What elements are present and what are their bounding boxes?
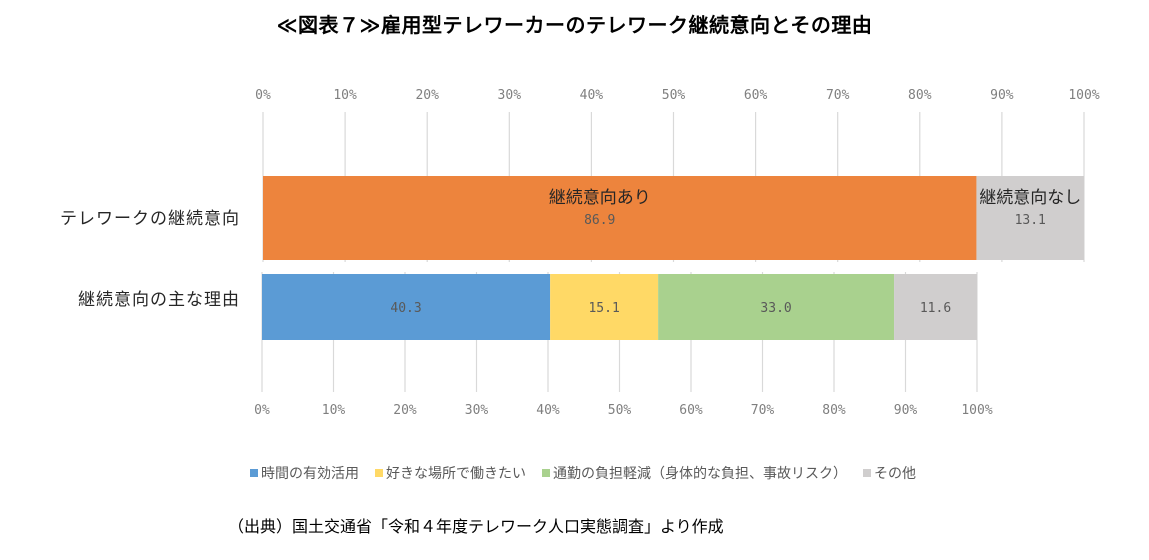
tick-label-bottom: 10% [322, 403, 346, 418]
segment-name-label: 継続意向あり [549, 188, 651, 208]
legend-label: 好きな場所で働きたい [386, 466, 526, 482]
data-label: 15.1 [588, 301, 619, 316]
legend-label: 時間の有効活用 [261, 466, 359, 482]
segment-name-label: 継続意向なし [979, 188, 1081, 208]
tick-label-top: 70% [826, 88, 850, 103]
legend-item: その他 [863, 463, 916, 483]
tick-label-bottom: 60% [679, 403, 703, 418]
legend-swatch [863, 469, 871, 477]
tick-label-bottom: 40% [536, 403, 560, 418]
tick-label-top: 100% [1068, 88, 1099, 103]
legend-item: 時間の有効活用 [250, 463, 359, 483]
bar-segment-reason-place [550, 274, 659, 340]
tick-label-top: 30% [498, 88, 522, 103]
tick-label-bottom: 70% [751, 403, 775, 418]
bar-segment-reason-time [262, 274, 551, 340]
tick-label-bottom: 100% [961, 403, 992, 418]
tick-label-top: 80% [908, 88, 932, 103]
tick-label-top: 40% [580, 88, 604, 103]
category-label: テレワークの継続意向 [60, 209, 240, 229]
bar-segment-continue-no [976, 176, 1084, 260]
tick-label-bottom: 30% [465, 403, 489, 418]
category-label: 継続意向の主な理由 [78, 290, 240, 310]
legend-item: 好きな場所で働きたい [375, 463, 526, 483]
legend-label: その他 [874, 466, 916, 482]
tick-label-top: 10% [333, 88, 357, 103]
tick-label-top: 0% [255, 88, 271, 103]
bar-segment-reason-other [894, 274, 977, 340]
data-label: 13.1 [1015, 213, 1046, 228]
bar-segment-reason-commute [658, 274, 895, 340]
tick-label-top: 60% [744, 88, 768, 103]
stacked-bar-chart: 0% 10% 20% 30% 40% 50% 60% 70% 80% 90% 100% 0% 10% 20… [60, 88, 1100, 418]
legend-swatch [542, 469, 550, 477]
bar-segment-continue-yes [263, 176, 977, 260]
legend-swatch [375, 469, 383, 477]
legend-swatch [250, 469, 258, 477]
data-label: 86.9 [584, 213, 615, 228]
data-label: 11.6 [920, 301, 951, 316]
tick-label-top: 50% [662, 88, 686, 103]
data-label: 33.0 [760, 301, 791, 316]
tick-label-top: 90% [990, 88, 1014, 103]
source-note: （出典）国土交通省「令和４年度テレワーク人口実態調査」より作成 [228, 517, 724, 536]
legend-item: 通勤の負担軽減（身体的な負担、事故リスク） [542, 463, 847, 483]
tick-label-bottom: 90% [894, 403, 918, 418]
tick-label-bottom: 80% [822, 403, 846, 418]
data-label: 40.3 [390, 301, 421, 316]
legend: 時間の有効活用 好きな場所で働きたい 通勤の負担軽減（身体的な負担、事故リスク）… [250, 463, 916, 483]
tick-label-top: 20% [415, 88, 439, 103]
tick-label-bottom: 50% [608, 403, 632, 418]
legend-label: 通勤の負担軽減（身体的な負担、事故リスク） [553, 466, 847, 482]
tick-label-bottom: 0% [254, 403, 270, 418]
tick-label-bottom: 20% [393, 403, 417, 418]
chart-title: ≪図表７≫雇用型テレワーカーのテレワーク継続意向とその理由 [276, 13, 873, 37]
